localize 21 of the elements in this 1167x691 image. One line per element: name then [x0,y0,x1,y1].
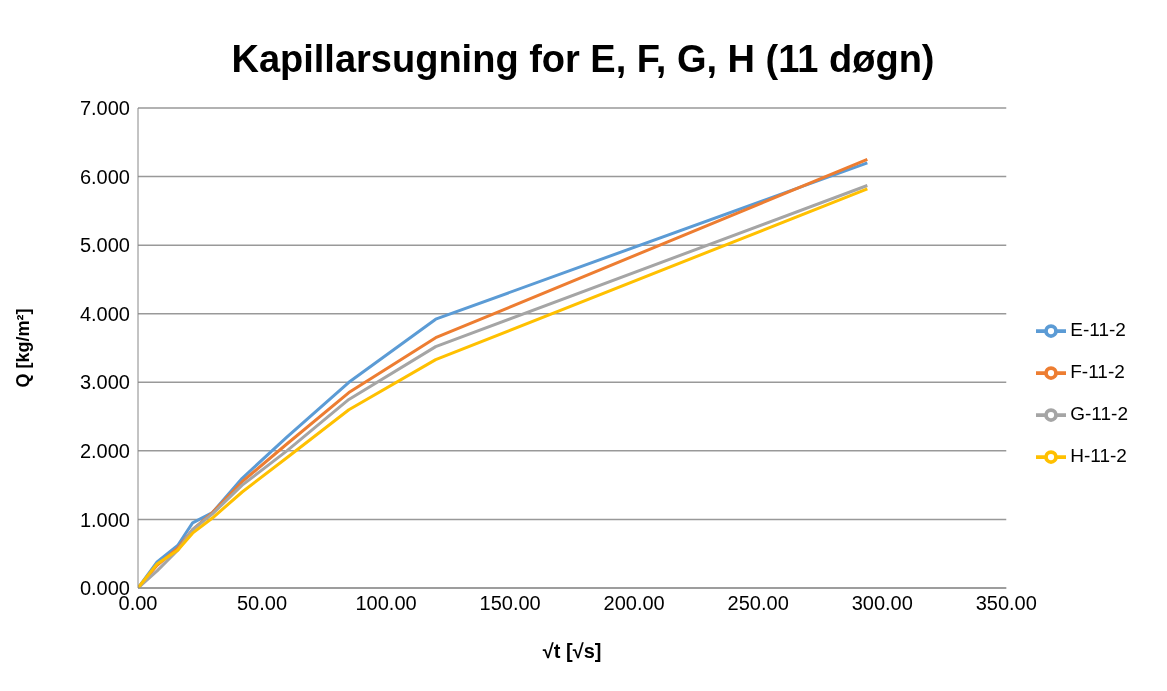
legend-label: E-11-2 [1070,319,1126,340]
y-tick-label: 4.000 [79,302,130,325]
x-tick-label: 250.00 [727,592,789,615]
chart-title: Kapillarsugning for E, F, G, H (11 døgn) [230,37,936,82]
y-tick-label: 1.000 [79,508,130,531]
y-tick-label: 5.000 [79,234,130,257]
x-axis-title: √t [√s] [542,640,602,662]
y-tick-label: 7.000 [79,97,130,120]
legend-label: F-11-2 [1070,361,1125,382]
x-tick-label: 100.00 [355,592,417,615]
y-tick-label: 2.000 [79,439,130,462]
legend-label: H-11-2 [1070,445,1127,466]
x-tick-label: 50.00 [237,592,288,615]
y-tick-label: 6.000 [79,165,130,188]
y-axis-title: Q [kg/m²] [13,308,34,388]
x-tick-label: 150.00 [479,592,541,615]
x-tick-label: 300.00 [851,592,913,615]
x-tick-label: 200.00 [603,592,665,615]
y-tick-label: 3.000 [79,371,130,394]
x-tick-label: 350.00 [975,592,1037,615]
legend-label: G-11-2 [1070,403,1128,424]
